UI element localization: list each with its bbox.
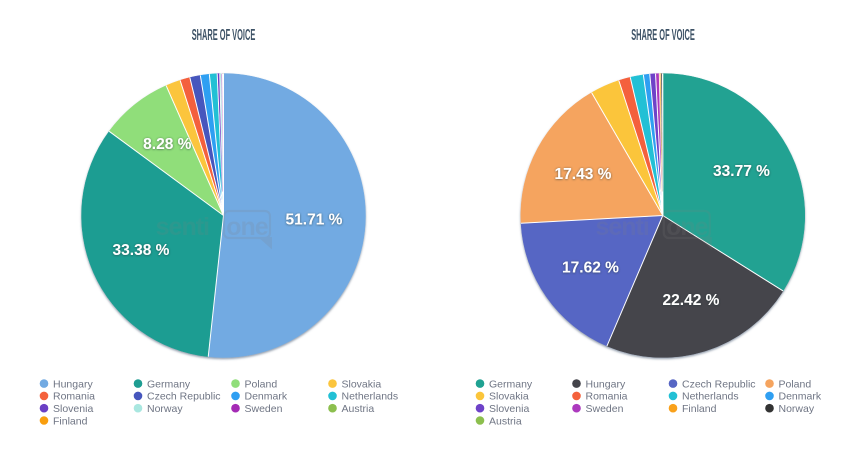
svg-text:51.71 %: 51.71 %: [286, 212, 343, 229]
svg-text:Czech Republic: Czech Republic: [147, 391, 221, 403]
svg-text:one: one: [226, 213, 269, 241]
svg-text:Czech Republic: Czech Republic: [682, 378, 756, 390]
svg-text:8.28 %: 8.28 %: [143, 136, 191, 153]
svg-text:22.42 %: 22.42 %: [663, 292, 720, 309]
svg-text:Denmark: Denmark: [779, 391, 822, 403]
svg-text:Netherlands: Netherlands: [682, 391, 739, 403]
svg-text:Netherlands: Netherlands: [342, 391, 399, 403]
svg-text:Slovakia: Slovakia: [342, 378, 382, 390]
svg-text:Slovenia: Slovenia: [489, 403, 529, 415]
svg-text:Austria: Austria: [342, 403, 375, 415]
svg-text:Sweden: Sweden: [245, 403, 283, 415]
svg-text:Slovakia: Slovakia: [489, 391, 529, 403]
svg-text:Denmark: Denmark: [245, 391, 288, 403]
svg-text:Austria: Austria: [489, 415, 522, 427]
svg-text:Sweden: Sweden: [586, 403, 624, 415]
svg-text:SHARE OF VOICE: SHARE OF VOICE: [192, 26, 256, 44]
svg-text:senti: senti: [156, 213, 209, 241]
svg-text:Germany: Germany: [147, 378, 191, 390]
svg-text:Finland: Finland: [53, 415, 88, 427]
svg-text:Romania: Romania: [586, 391, 628, 403]
svg-text:Finland: Finland: [682, 403, 717, 415]
svg-text:Slovenia: Slovenia: [53, 403, 93, 415]
svg-text:17.62 %: 17.62 %: [562, 260, 619, 277]
svg-text:Norway: Norway: [779, 403, 815, 415]
svg-text:Romania: Romania: [53, 391, 95, 403]
svg-text:17.43 %: 17.43 %: [555, 166, 612, 183]
svg-text:33.38 %: 33.38 %: [113, 242, 170, 259]
svg-text:SHARE OF VOICE: SHARE OF VOICE: [631, 26, 695, 44]
svg-text:33.77 %: 33.77 %: [713, 163, 770, 180]
svg-text:senti: senti: [595, 213, 648, 241]
svg-text:Norway: Norway: [147, 403, 183, 415]
svg-text:Hungary: Hungary: [53, 378, 93, 390]
svg-text:one: one: [666, 213, 709, 241]
svg-text:Hungary: Hungary: [586, 378, 626, 390]
svg-text:Poland: Poland: [245, 378, 278, 390]
svg-text:Poland: Poland: [779, 378, 812, 390]
svg-text:Germany: Germany: [489, 378, 533, 390]
